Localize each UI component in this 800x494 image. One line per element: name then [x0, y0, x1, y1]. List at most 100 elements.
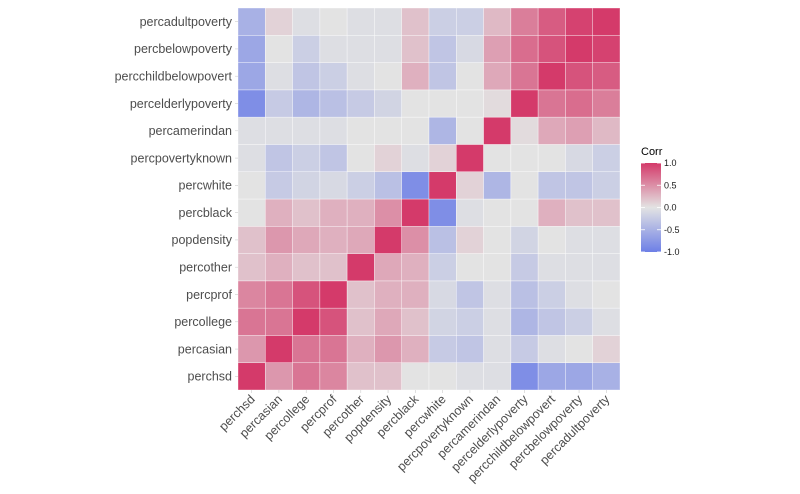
heatmap-cell-percollege-percollege: [292, 307, 321, 336]
heatmap-cell-percother-percchildbelowpovert: [346, 62, 375, 91]
heatmap-cell-percamerindan-percasian: [483, 335, 512, 364]
heatmap-cell-perchsd-percother: [237, 253, 266, 282]
heatmap-cell-percother-perchsd: [346, 362, 375, 391]
heatmap-cell-percasian-perchsd: [264, 362, 293, 391]
heatmap-cell-perchsd-percadultpoverty: [237, 7, 266, 36]
heatmap-cell-percother-percbelowpoverty: [346, 34, 375, 63]
heatmap-cell-percollege-percbelowpoverty: [292, 34, 321, 63]
heatmap-cell-percbelowpoverty-percchildbelowpovert: [565, 62, 594, 91]
heatmap-cell-percamerindan-popdensity: [483, 225, 512, 254]
heatmap-cell-percwhite-percchildbelowpovert: [428, 62, 457, 91]
heatmap-cell-percprof-percelderlypoverty: [319, 89, 348, 118]
heatmap-cell-percblack-percadultpoverty: [401, 7, 430, 36]
heatmap-cell-percchildbelowpovert-percchildbelowpovert: [537, 62, 566, 91]
heatmap-cell-percother-popdensity: [346, 225, 375, 254]
heatmap-cell-perchsd-percwhite: [237, 171, 266, 200]
heatmap-cell-percadultpoverty-popdensity: [592, 225, 621, 254]
heatmap-cell-percasian-percother: [264, 253, 293, 282]
heatmap-cell-percpovertyknown-percpovertyknown: [455, 144, 484, 173]
heatmap-cell-percamerindan-percother: [483, 253, 512, 282]
heatmap-cell-percadultpoverty-percelderlypoverty: [592, 89, 621, 118]
heatmap-cell-percprof-percollege: [319, 307, 348, 336]
heatmap-cell-percpovertyknown-percprof: [455, 280, 484, 309]
heatmap-cell-percblack-percollege: [401, 307, 430, 336]
y-tick-label: percelderlypoverty: [130, 97, 233, 111]
heatmap-cell-percwhite-percelderlypoverty: [428, 89, 457, 118]
y-tick-label: percollege: [174, 315, 232, 329]
heatmap-cell-percchildbelowpovert-percbelowpoverty: [537, 34, 566, 63]
heatmap-cell-percelderlypoverty-percamerindan: [510, 116, 539, 145]
heatmap-cell-percpovertyknown-percamerindan: [455, 116, 484, 145]
heatmap-cell-popdensity-percother: [374, 253, 403, 282]
heatmap-cell-percasian-percwhite: [264, 171, 293, 200]
legend-colorbar: [641, 163, 661, 252]
heatmap-cell-popdensity-percprof: [374, 280, 403, 309]
heatmap-cell-percelderlypoverty-percpovertyknown: [510, 144, 539, 173]
heatmap-cell-percother-percwhite: [346, 171, 375, 200]
heatmap-cell-percpovertyknown-percadultpoverty: [455, 7, 484, 36]
heatmap-cell-percprof-percblack: [319, 198, 348, 227]
heatmap-cell-percblack-perchsd: [401, 362, 430, 391]
heatmap-cell-percadultpoverty-percwhite: [592, 171, 621, 200]
heatmap-cell-percprof-percprof: [319, 280, 348, 309]
x-axis-ticks: [251, 390, 607, 393]
heatmap-cell-percwhite-popdensity: [428, 225, 457, 254]
y-axis-labels: perchsd percasian percollege percprof percot…: [115, 15, 233, 384]
heatmap-cell-percother-percother: [346, 253, 375, 282]
heatmap-cell-percamerindan-percchildbelowpovert: [483, 62, 512, 91]
heatmap-cell-percchildbelowpovert-percwhite: [537, 171, 566, 200]
heatmap-cell-percollege-perchsd: [292, 362, 321, 391]
heatmap-cell-popdensity-perchsd: [374, 362, 403, 391]
heatmap-cell-perchsd-percamerindan: [237, 116, 266, 145]
heatmap-cell-percprof-percbelowpoverty: [319, 34, 348, 63]
heatmap-cell-percamerindan-percbelowpoverty: [483, 34, 512, 63]
heatmap-cell-percwhite-percbelowpoverty: [428, 34, 457, 63]
heatmap-cell-percollege-percwhite: [292, 171, 321, 200]
heatmap-cell-popdensity-percwhite: [374, 171, 403, 200]
legend-title: Corr: [641, 146, 663, 158]
heatmap-cell-percelderlypoverty-percblack: [510, 198, 539, 227]
heatmap-cell-percpovertyknown-percasian: [455, 335, 484, 364]
heatmap-cell-percasian-percelderlypoverty: [264, 89, 293, 118]
heatmap-cell-percollege-percelderlypoverty: [292, 89, 321, 118]
heatmap-cell-percblack-percwhite: [401, 171, 430, 200]
heatmap-cell-perchsd-popdensity: [237, 225, 266, 254]
heatmap-cell-popdensity-percpovertyknown: [374, 144, 403, 173]
heatmap-cell-percadultpoverty-perchsd: [592, 362, 621, 391]
heatmap-cell-percpovertyknown-percollege: [455, 307, 484, 336]
heatmap-cell-percadultpoverty-percasian: [592, 335, 621, 364]
heatmap-cell-percchildbelowpovert-percamerindan: [537, 116, 566, 145]
y-tick-label: percprof: [186, 288, 232, 302]
heatmap-cell-percother-percprof: [346, 280, 375, 309]
legend-tick-label: 1.0: [664, 158, 677, 168]
heatmap-cell-percpovertyknown-popdensity: [455, 225, 484, 254]
heatmap-cell-percblack-percbelowpoverty: [401, 34, 430, 63]
heatmap-cell-percelderlypoverty-percother: [510, 253, 539, 282]
heatmap-cell-percelderlypoverty-percbelowpoverty: [510, 34, 539, 63]
heatmap-cell-percpovertyknown-perchsd: [455, 362, 484, 391]
heatmap-cell-percprof-percother: [319, 253, 348, 282]
heatmap-cell-percblack-percamerindan: [401, 116, 430, 145]
heatmap-cell-percamerindan-percprof: [483, 280, 512, 309]
heatmap-cell-percwhite-percpovertyknown: [428, 144, 457, 173]
y-tick-label: percamerindan: [149, 124, 232, 138]
heatmap-cell-percprof-perchsd: [319, 362, 348, 391]
heatmap-cell-perchsd-percelderlypoverty: [237, 89, 266, 118]
heatmap-cell-percother-percelderlypoverty: [346, 89, 375, 118]
y-tick-label: percblack: [179, 206, 233, 220]
heatmap-cell-percwhite-percprof: [428, 280, 457, 309]
heatmap-cell-percpovertyknown-percelderlypoverty: [455, 89, 484, 118]
heatmap-cell-percollege-percother: [292, 253, 321, 282]
y-tick-label: percother: [179, 261, 232, 275]
heatmap-cell-percother-percasian: [346, 335, 375, 364]
legend-tick-label: 0.0: [664, 203, 677, 213]
heatmap-cell-percprof-percchildbelowpovert: [319, 62, 348, 91]
y-tick-label: percasian: [178, 342, 232, 356]
heatmap-cell-percasian-percollege: [264, 307, 293, 336]
heatmap-cell-percprof-percwhite: [319, 171, 348, 200]
heatmap-cell-percother-percblack: [346, 198, 375, 227]
heatmap-cell-percelderlypoverty-percollege: [510, 307, 539, 336]
heatmap-cell-percollege-percadultpoverty: [292, 7, 321, 36]
heatmap-cell-percbelowpoverty-percbelowpoverty: [565, 34, 594, 63]
